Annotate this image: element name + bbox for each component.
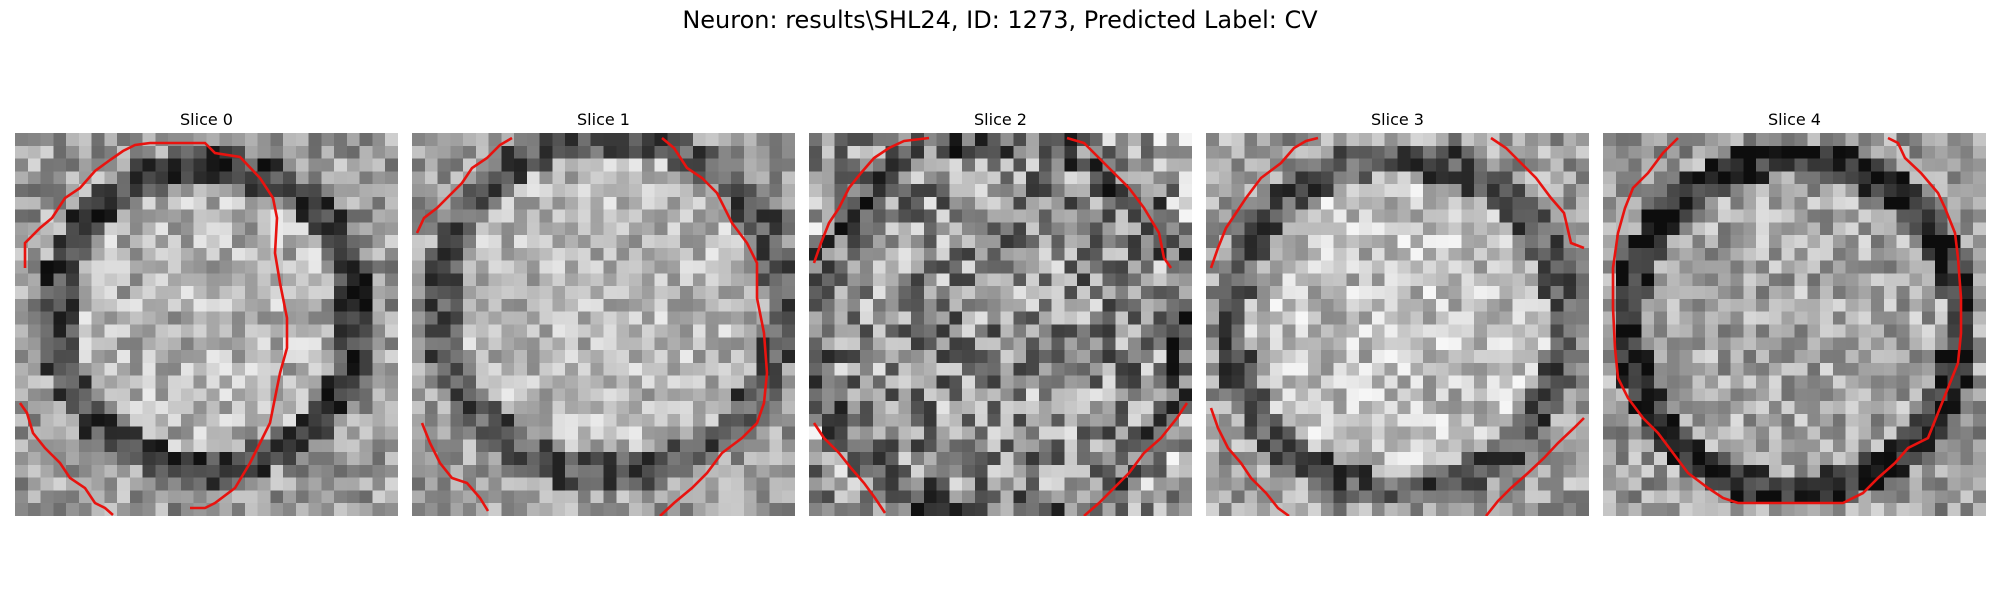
slice-panel-4: Slice 4	[1603, 110, 1986, 516]
grayscale-slice	[809, 133, 1192, 516]
slice-title: Slice 3	[1371, 110, 1424, 129]
contour-overlay	[1611, 136, 1963, 505]
slice-panel-2: Slice 2	[809, 110, 1192, 516]
slice-title: Slice 2	[974, 110, 1027, 129]
slice-panel-3: Slice 3	[1206, 110, 1589, 516]
slice-image	[1206, 133, 1589, 516]
contour-line	[1209, 407, 1290, 516]
contour-line	[1066, 136, 1173, 269]
slice-panel-1: Slice 1	[412, 110, 795, 516]
contour-line	[18, 402, 114, 516]
contour-overlay	[1209, 136, 1585, 516]
contour-line	[659, 137, 769, 516]
slice-image	[809, 133, 1192, 516]
contour-line	[812, 422, 887, 514]
contour-overlay	[415, 136, 769, 516]
contour-overlay	[812, 136, 1189, 516]
grayscale-slice	[412, 133, 795, 516]
contour-line	[1083, 402, 1189, 516]
slice-image	[15, 133, 398, 516]
grayscale-slice	[1603, 133, 1986, 516]
contour-line	[415, 136, 513, 234]
slice-title: Slice 4	[1768, 110, 1821, 129]
figure-title: Neuron: results\SHL24, ID: 1273, Predict…	[682, 6, 1318, 34]
contour-line	[812, 136, 930, 264]
grayscale-slice	[1206, 133, 1589, 516]
slice-image	[1603, 133, 1986, 516]
slice-title: Slice 0	[180, 110, 233, 129]
slice-panel-0: Slice 0	[15, 110, 398, 516]
grayscale-slice	[15, 133, 398, 516]
slice-title: Slice 1	[577, 110, 630, 129]
contour-line	[1484, 417, 1585, 516]
contour-line	[1490, 136, 1585, 250]
contour-line	[420, 422, 490, 512]
contour-overlay	[18, 141, 289, 516]
slice-image	[412, 133, 795, 516]
contour-line	[23, 141, 289, 510]
contour-line	[1611, 136, 1963, 505]
contour-line	[1209, 136, 1319, 269]
